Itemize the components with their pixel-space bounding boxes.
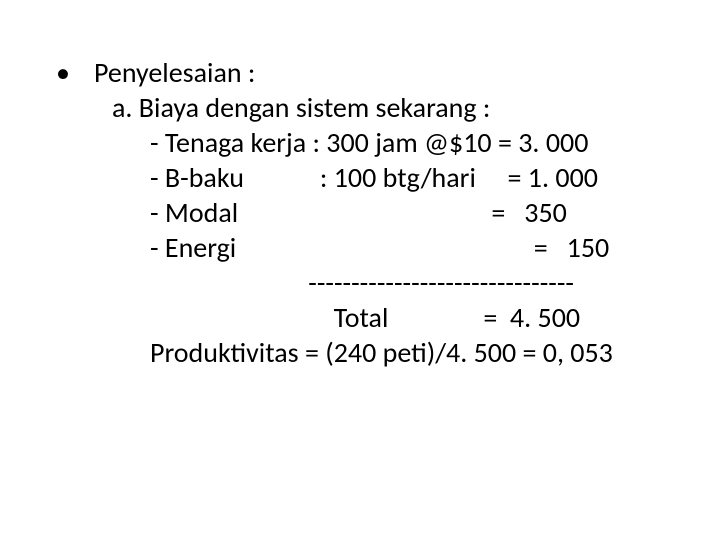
line-divider: -------------------------------	[50, 265, 720, 300]
line-modal: - Modal = 350	[50, 195, 720, 230]
line-tenaga-kerja: - Tenaga kerja : 300 jam @$10 = 3. 000	[50, 125, 720, 160]
line-total: Total = 4. 500	[50, 300, 720, 335]
line-energi: - Energi = 150	[50, 230, 720, 265]
slide-content: • Penyelesaian : a. Biaya dengan sistem …	[0, 0, 720, 370]
bullet-item: • Penyelesaian :	[50, 55, 720, 90]
line-penyelesaian: Penyelesaian :	[94, 55, 255, 90]
line-b-baku: - B-baku : 100 btg/hari = 1. 000	[50, 160, 720, 195]
bullet-glyph: •	[50, 55, 94, 90]
line-produktivitas: Produktivitas = (240 peti)/4. 500 = 0, 0…	[50, 335, 720, 370]
line-subheading: a. Biaya dengan sistem sekarang :	[50, 90, 720, 125]
